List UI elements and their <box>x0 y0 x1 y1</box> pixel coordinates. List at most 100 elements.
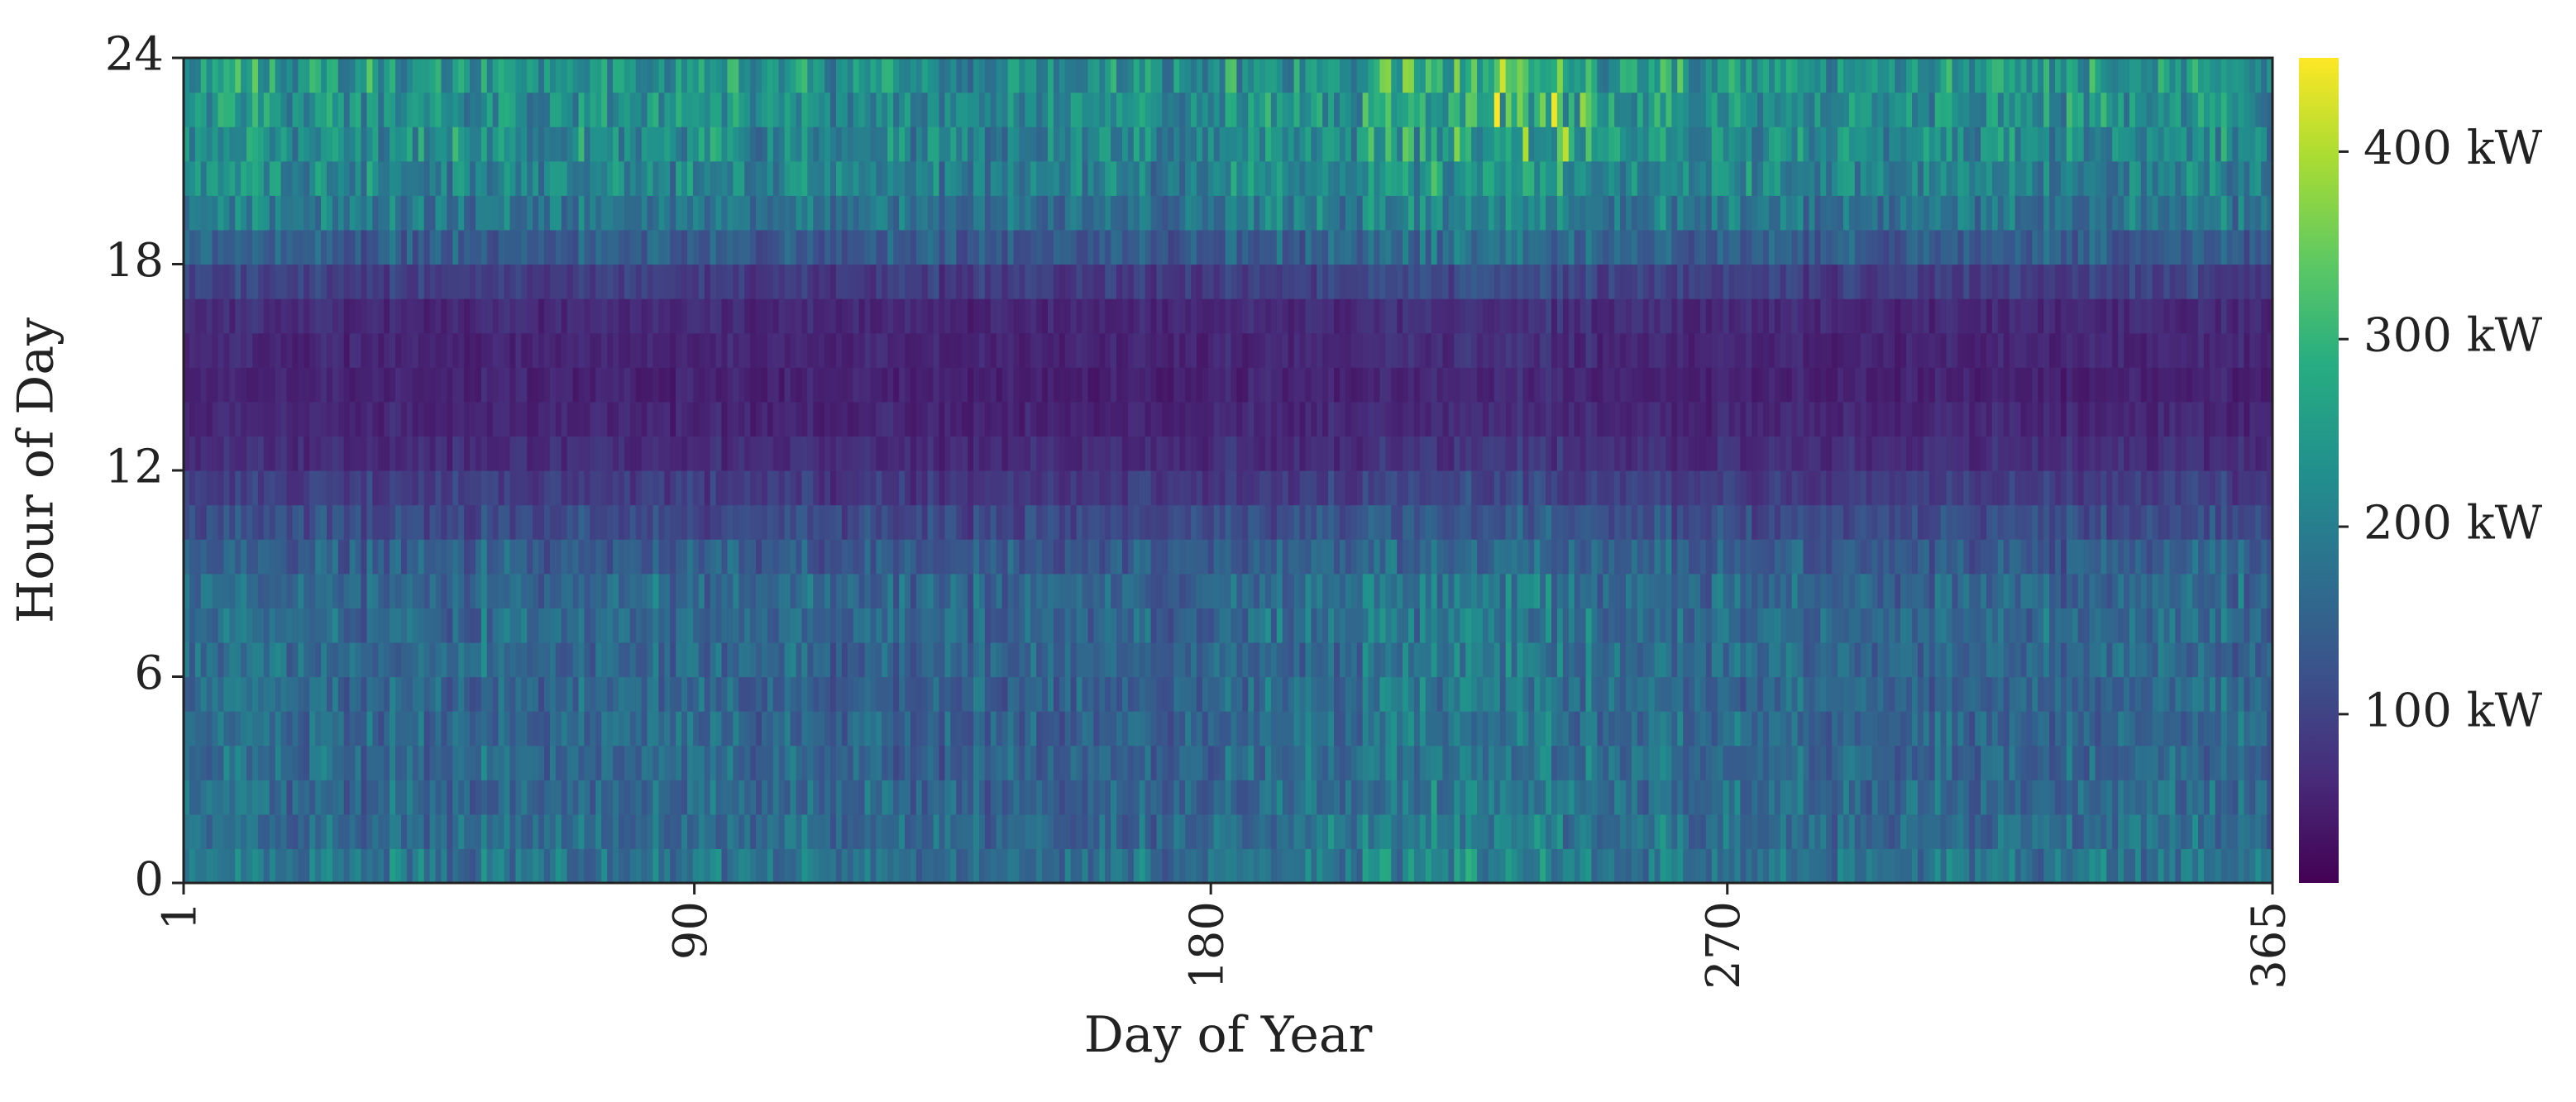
heatmap-cell <box>984 264 992 299</box>
heatmap-cell <box>280 470 288 506</box>
heatmap-cell <box>882 642 888 678</box>
heatmap-cell <box>1322 58 1329 93</box>
heatmap-cell <box>778 539 786 575</box>
heatmap-cell <box>1191 780 1197 815</box>
heatmap-cell <box>801 813 808 850</box>
heatmap-cell <box>1270 367 1278 403</box>
heatmap-cell <box>652 367 659 403</box>
heatmap-cell <box>418 608 425 643</box>
heatmap-cell <box>303 264 310 299</box>
heatmap-cell <box>738 813 745 850</box>
heatmap-cell <box>1168 848 1174 884</box>
heatmap-cell <box>1111 813 1117 850</box>
heatmap-cell <box>327 229 333 265</box>
heatmap-cell <box>858 745 866 780</box>
heatmap-cell <box>1202 813 1209 850</box>
heatmap-cell <box>543 539 551 575</box>
heatmap-cell <box>744 298 751 334</box>
heatmap-cell <box>1093 642 1100 678</box>
heatmap-cell <box>515 573 522 608</box>
heatmap-cell <box>498 642 505 678</box>
heatmap-cell <box>698 332 705 368</box>
heatmap-cell <box>613 436 619 471</box>
heatmap-cell <box>647 676 654 712</box>
heatmap-cell <box>921 848 929 884</box>
heatmap-cell <box>492 58 499 93</box>
heatmap-cell <box>733 470 739 506</box>
heatmap-cell <box>1059 229 1066 265</box>
heatmap-cell <box>1196 539 1203 575</box>
heatmap-cell <box>727 92 734 127</box>
heatmap-cell <box>1213 229 1221 265</box>
heatmap-cell <box>652 780 659 815</box>
heatmap-cell <box>1019 642 1025 678</box>
heatmap-cell <box>533 195 539 231</box>
heatmap-cell <box>1264 126 1272 162</box>
heatmap-cell <box>1133 367 1140 403</box>
heatmap-cell <box>801 264 808 299</box>
heatmap-cell <box>899 298 906 334</box>
heatmap-cell <box>303 539 310 575</box>
heatmap-cell <box>1173 780 1180 815</box>
heatmap-cell <box>555 436 562 471</box>
heatmap-cell <box>212 229 219 265</box>
heatmap-cell <box>303 642 310 678</box>
heatmap-cell <box>572 608 580 643</box>
heatmap-cell <box>1116 642 1123 678</box>
heatmap-cell <box>429 401 437 437</box>
heatmap-cell <box>280 401 288 437</box>
heatmap-cell <box>1231 745 1237 780</box>
heatmap-cell <box>704 573 711 608</box>
heatmap-cell <box>784 401 791 437</box>
heatmap-cell <box>349 401 356 437</box>
heatmap-cell <box>601 332 608 368</box>
heatmap-cell <box>996 436 1003 471</box>
heatmap-cell <box>692 608 700 643</box>
heatmap-cell <box>767 642 774 678</box>
heatmap-cell <box>899 813 906 850</box>
heatmap-cell <box>590 58 596 93</box>
heatmap-cell <box>184 436 190 471</box>
heatmap-cell <box>915 264 923 299</box>
heatmap-cell <box>899 573 906 608</box>
heatmap-cell <box>921 160 929 196</box>
heatmap-cell <box>1276 367 1283 403</box>
heatmap-cell <box>607 436 614 471</box>
heatmap-cell <box>1213 367 1221 403</box>
heatmap-cell <box>1111 332 1117 368</box>
heatmap-cell <box>235 195 241 231</box>
heatmap-cell <box>670 504 676 540</box>
heatmap-cell <box>698 58 705 93</box>
heatmap-cell <box>1231 195 1237 231</box>
heatmap-cell <box>1259 813 1266 850</box>
heatmap-cell <box>864 195 872 231</box>
heatmap-cell <box>813 58 820 93</box>
heatmap-cell <box>870 608 877 643</box>
heatmap-cell <box>509 539 516 575</box>
heatmap-cell <box>1053 332 1060 368</box>
heatmap-cell <box>647 332 654 368</box>
heatmap-cell <box>858 642 866 678</box>
heatmap-cell <box>1179 711 1186 747</box>
heatmap-cell <box>841 264 848 299</box>
heatmap-cell <box>778 229 786 265</box>
heatmap-cell <box>1293 229 1301 265</box>
heatmap-cell <box>876 676 882 712</box>
heatmap-cell <box>756 367 762 403</box>
heatmap-cell <box>1185 711 1192 747</box>
heatmap-cell <box>658 813 665 850</box>
heatmap-cell <box>721 332 729 368</box>
heatmap-cell <box>321 401 327 437</box>
heatmap-cell <box>189 676 196 712</box>
heatmap-cell <box>984 195 992 231</box>
heatmap-cell <box>1105 298 1111 334</box>
heatmap-cell <box>1099 58 1106 93</box>
heatmap-cell <box>441 504 447 540</box>
heatmap-cell <box>1064 745 1072 780</box>
heatmap-cell <box>1362 229 1369 265</box>
heatmap-cell <box>390 539 396 575</box>
heatmap-cell <box>1036 160 1043 196</box>
heatmap-cell <box>601 642 608 678</box>
heatmap-cell <box>652 539 659 575</box>
heatmap-cell <box>1236 92 1243 127</box>
